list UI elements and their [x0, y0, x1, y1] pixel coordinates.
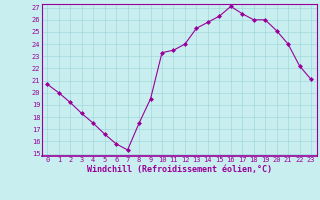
X-axis label: Windchill (Refroidissement éolien,°C): Windchill (Refroidissement éolien,°C) [87, 165, 272, 174]
